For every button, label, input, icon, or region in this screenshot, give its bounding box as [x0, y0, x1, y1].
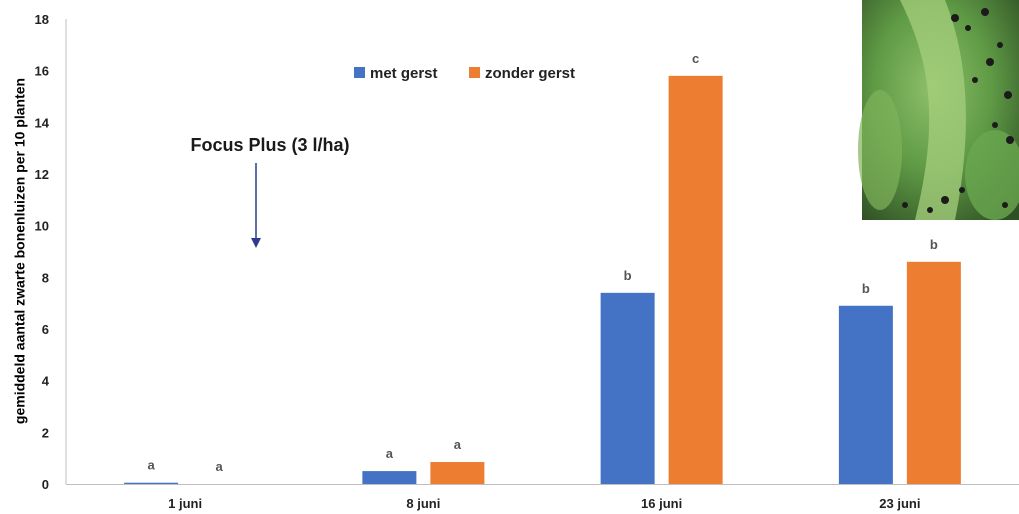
y-tick-label: 6 [42, 322, 49, 337]
x-tick-label: 8 juni [406, 496, 440, 511]
data-label: b [862, 281, 870, 296]
data-label: b [930, 237, 938, 252]
y-tick-label: 8 [42, 270, 49, 285]
data-label: a [148, 458, 156, 473]
annotation-arrow [251, 163, 261, 248]
y-axis-label: gemiddeld aantal zwarte bonenluizen per … [12, 78, 28, 424]
bar-met-gerst [362, 471, 417, 484]
legend-swatch-zonder-gerst [469, 67, 480, 78]
bar-met-gerst [838, 305, 893, 484]
data-label: c [692, 51, 699, 66]
y-tick-label: 0 [42, 477, 49, 492]
legend: met gerst zonder gerst [354, 65, 575, 82]
y-tick-label: 12 [35, 167, 49, 182]
bar-met-gerst [124, 482, 179, 484]
bar-met-gerst [600, 292, 655, 484]
legend-swatch-met-gerst [354, 67, 365, 78]
data-label: a [386, 446, 394, 461]
data-label: b [624, 268, 632, 283]
bar-zonder-gerst [906, 261, 961, 484]
legend-label-met-gerst: met gerst [370, 65, 438, 82]
y-tick-label: 18 [35, 12, 49, 27]
y-tick-label: 14 [35, 115, 50, 130]
y-tick-label: 2 [42, 425, 49, 440]
bar-zonder-gerst [430, 462, 485, 484]
plant-photo-icon [858, 0, 1019, 220]
bar-zonder-gerst [668, 75, 723, 484]
annotation-text: Focus Plus (3 l/ha) [190, 135, 349, 155]
x-tick-label: 1 juni [168, 496, 202, 511]
x-tick-label: 23 juni [879, 496, 920, 511]
x-tick-label: 16 juni [641, 496, 682, 511]
y-tick-label: 10 [35, 219, 49, 234]
y-tick-label: 16 [35, 64, 49, 79]
y-tick-label: 4 [42, 374, 50, 389]
data-label: a [216, 459, 224, 474]
data-label: a [454, 437, 462, 452]
legend-label-zonder-gerst: zonder gerst [485, 65, 575, 82]
